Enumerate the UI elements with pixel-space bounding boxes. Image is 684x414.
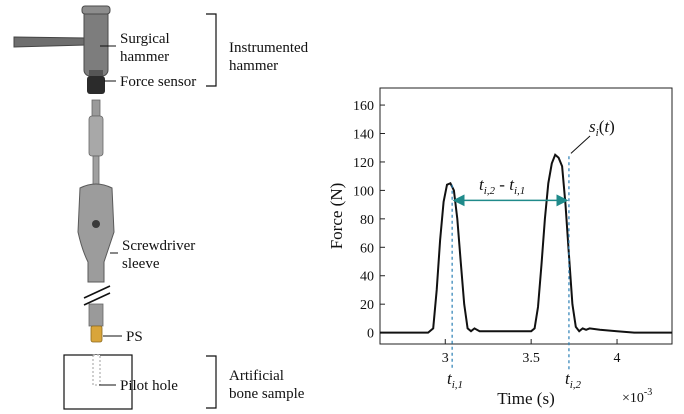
x-tick-label: 3 [442, 351, 449, 366]
sleeve-hole [92, 220, 100, 228]
y-tick-label: 20 [360, 298, 374, 313]
hammer-cap [81, 5, 111, 15]
y-tick-label: 140 [353, 128, 374, 143]
peak-leader-line [570, 135, 591, 154]
force-series-line [380, 153, 672, 334]
interval-annotation: ti,2 - ti,1 [479, 175, 525, 197]
break-mark-2 [83, 292, 111, 306]
x-multiplier-base: ×10 [622, 391, 644, 406]
label-screwdriver-l2: sleeve [122, 256, 160, 272]
x-multiplier: ×10-3 [622, 387, 652, 406]
bracket-bone [206, 355, 217, 409]
break-mark-1 [83, 285, 111, 299]
y-tick-label: 0 [367, 327, 374, 342]
label-instrumented-l1: Instrumented [229, 40, 309, 56]
y-tick-label: 80 [360, 213, 374, 228]
x-tick-label: 4 [614, 351, 621, 366]
force-sensor-band [89, 70, 103, 76]
t1-annotation: ti,1 [447, 369, 463, 391]
hammer-handle [13, 36, 87, 48]
bracket-instrumented [206, 13, 217, 87]
label-ps: PS [126, 329, 143, 345]
y-tick-label: 60 [360, 241, 374, 256]
x-axis-label: Time (s) [497, 389, 554, 408]
x-multiplier-exp: -3 [644, 387, 652, 398]
label-surgical-l1: Surgical [120, 31, 170, 47]
shaft-top-stem [91, 99, 101, 117]
peak-annotation: si(t) [589, 117, 615, 139]
force-sensor-block [87, 76, 105, 94]
label-pilot-hole: Pilot hole [120, 378, 178, 394]
shaft-upper [88, 115, 104, 157]
label-artificial-l1: Artificial [229, 368, 284, 384]
shaft-mid [92, 155, 100, 187]
y-tick-label: 100 [353, 184, 374, 199]
label-artificial-l2: bone sample [229, 386, 305, 402]
hammer-head [83, 7, 109, 77]
instrument-illustration [13, 5, 217, 410]
y-tick-label: 160 [353, 99, 374, 114]
t2-annotation: ti,2 [565, 369, 582, 391]
screwdriver-sleeve [77, 183, 115, 283]
y-tick-label: 120 [353, 156, 374, 171]
plot-frame [379, 87, 673, 345]
x-tick-label: 3.5 [522, 351, 540, 366]
pilot-hole-shape [92, 354, 101, 386]
shaft-lower [88, 303, 104, 327]
y-ticks: 0 20 40 60 80 100 120 140 160 [353, 99, 385, 342]
label-force-sensor: Force sensor [120, 74, 196, 90]
y-tick-label: 40 [360, 270, 374, 285]
y-axis-label: Force (N) [327, 183, 346, 250]
label-screwdriver-l1: Screwdriver [122, 238, 195, 254]
x-ticks: 3 3.5 4 [442, 339, 621, 366]
ps-screw [90, 325, 103, 343]
label-surgical-l2: hammer [120, 49, 169, 65]
label-instrumented-l2: hammer [229, 58, 278, 74]
